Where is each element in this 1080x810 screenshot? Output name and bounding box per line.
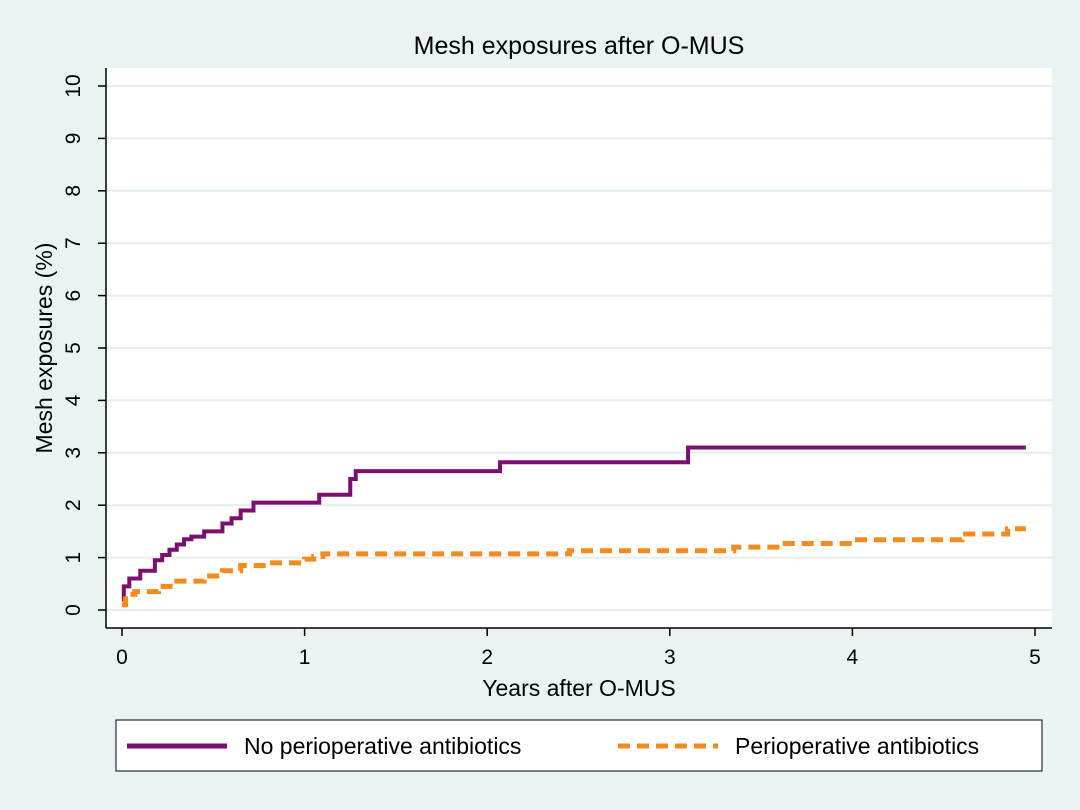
chart-title: Mesh exposures after O-MUS (414, 32, 745, 60)
x-tick-label-3: 3 (664, 646, 676, 669)
y-tick-label-2: 2 (62, 499, 85, 511)
y-tick-label-10: 10 (62, 74, 85, 97)
y-tick-label-1: 1 (62, 552, 85, 564)
y-tick-label-8: 8 (62, 185, 85, 197)
y-tick-label-0: 0 (62, 604, 85, 616)
gridlines (106, 85, 1052, 611)
y-tick-label-7: 7 (62, 237, 85, 249)
x-tick-label-2: 2 (481, 646, 493, 669)
series-line-0 (121, 445, 1026, 602)
y-axis-label: Mesh exposures (%) (31, 243, 57, 454)
y-tick-label-5: 5 (62, 342, 85, 354)
legend-label-antibiotics: Perioperative antibiotics (735, 733, 979, 759)
x-tick-label-1: 1 (299, 646, 311, 669)
x-axis-label: Years after O-MUS (482, 675, 675, 701)
legend: No perioperative antibiotics Perioperati… (115, 719, 1043, 772)
y-tick-label-9: 9 (62, 133, 85, 145)
series-line-1 (122, 526, 1026, 608)
x-tick-label-5: 5 (1029, 646, 1041, 669)
y-tick-label-3: 3 (62, 447, 85, 459)
legend-label-no-antibiotics: No perioperative antibiotics (244, 733, 521, 759)
y-tick-label-6: 6 (62, 290, 85, 302)
x-axis-ticks: 0 1 2 3 4 5 (116, 628, 1041, 669)
x-tick-label-0: 0 (116, 646, 128, 669)
y-tick-label-4: 4 (62, 394, 85, 406)
legend-box (115, 719, 1043, 772)
x-tick-label-4: 4 (847, 646, 859, 669)
y-axis-ticks: 0 1 2 3 4 5 6 7 8 9 10 (62, 74, 106, 616)
series-lines (121, 445, 1026, 608)
